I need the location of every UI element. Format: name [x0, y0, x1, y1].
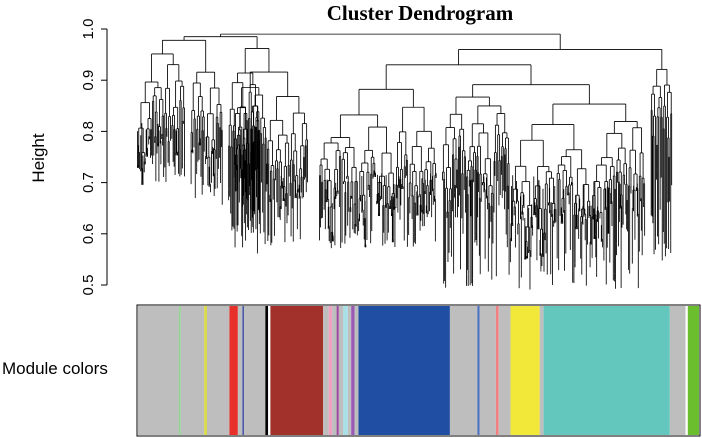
y-axis: 0.5 0.6 0.7 0.8 0.9 1.0 [80, 19, 108, 296]
module-color-band [498, 306, 511, 435]
module-color-band [338, 306, 344, 435]
module-color-band [347, 306, 352, 435]
dendrogram-tree [137, 53, 673, 290]
module-color-band [358, 306, 450, 435]
module-color-band [323, 306, 329, 435]
y-tick-label: 0.8 [80, 121, 97, 142]
y-axis-label: Height [29, 133, 48, 182]
color-bar-frame [136, 304, 701, 437]
module-color-band [328, 306, 333, 435]
y-tick-label: 0.6 [80, 223, 97, 244]
y-tick-label: 0.9 [80, 70, 97, 91]
module-color-band [270, 306, 324, 435]
module-color-band [343, 306, 348, 435]
module-color-band [138, 306, 179, 435]
module-color-band [351, 306, 355, 435]
module-color-band [669, 306, 686, 435]
module-color-band [207, 306, 230, 435]
module-color-band [510, 306, 540, 435]
module-color-band [178, 306, 181, 435]
module-color-band [543, 306, 670, 435]
module-color-band [477, 306, 480, 435]
y-tick-label: 0.7 [80, 172, 97, 193]
module-colors-label: Module colors [2, 359, 108, 378]
module-color-band [332, 306, 337, 435]
module-color-band [204, 306, 208, 435]
module-color-band [237, 306, 243, 435]
module-color-band [685, 306, 688, 435]
module-color-band [354, 306, 359, 435]
module-color-band [336, 306, 339, 435]
module-color-band [495, 306, 499, 435]
module-color-band [539, 306, 544, 435]
y-tick-label: 1.0 [80, 19, 97, 40]
module-color-band [242, 306, 245, 435]
module-color-band [479, 306, 496, 435]
y-tick-label: 0.5 [80, 275, 97, 296]
module-color-band [229, 306, 238, 435]
module-color-band [244, 306, 266, 435]
chart-title: Cluster Dendrogram [327, 1, 514, 25]
module-color-band [268, 306, 271, 435]
module-color-band [265, 306, 269, 435]
dendrogram-top-links [161, 33, 663, 90]
module-color-band [449, 306, 478, 435]
module-color-band [687, 306, 699, 435]
module-color-bar [138, 306, 699, 435]
module-color-band [180, 306, 205, 435]
